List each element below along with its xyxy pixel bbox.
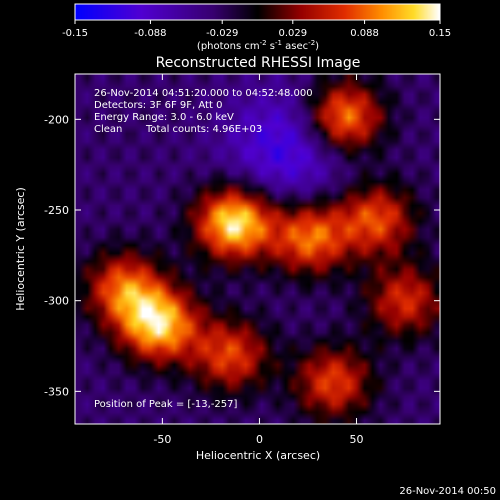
algorithm-text: Clean xyxy=(94,124,122,135)
colorbar-gradient xyxy=(75,4,440,20)
colorbar-tick-label: 0.088 xyxy=(350,28,379,39)
y-axis-tick-label: -200 xyxy=(44,113,69,126)
x-axis-tick-label: -50 xyxy=(153,433,171,446)
x-axis-label: Heliocentric X (arcsec) xyxy=(196,449,320,462)
y-axis-label: Heliocentric Y (arcsec) xyxy=(14,187,27,311)
x-axis-tick-label: 50 xyxy=(350,433,364,446)
axis-ticks: -50 0 50 -200 -250 -300 -350 xyxy=(44,74,440,446)
chart-title: Reconstructed RHESSI Image xyxy=(156,55,361,71)
footer-timestamp: 26-Nov-2014 00:50 xyxy=(399,486,496,497)
colorbar-unit-label: (photons cm-2 s-1 asec-2) xyxy=(197,39,319,52)
time-range-text: 26-Nov-2014 04:51:20.000 to 04:52:48.000 xyxy=(94,88,313,99)
colorbar-tick-label: -0.088 xyxy=(134,28,166,39)
colorbar-tick-label: 0.029 xyxy=(278,28,307,39)
energy-range-text: Energy Range: 3.0 - 6.0 keV xyxy=(94,112,234,123)
y-axis-tick-label: -350 xyxy=(44,385,69,398)
colorbar-tick-label: 0.15 xyxy=(429,28,451,39)
colorbar-tick-label: -0.029 xyxy=(206,28,238,39)
image-annotations: 26-Nov-2014 04:51:20.000 to 04:52:48.000… xyxy=(94,88,313,410)
total-counts-text: Total counts: 4.96E+03 xyxy=(145,124,262,135)
plot-frame xyxy=(74,73,441,425)
colorbar: -0.15 -0.088 -0.029 0.029 0.088 0.15 (photons… xyxy=(62,3,451,52)
detectors-text: Detectors: 3F 6F 9F, Att 0 xyxy=(94,100,222,111)
rhessi-map xyxy=(75,74,440,424)
y-axis-tick-label: -300 xyxy=(44,295,69,308)
x-axis-tick-label: 0 xyxy=(256,433,263,446)
peak-position-text: Position of Peak = [-13,-257] xyxy=(94,399,238,410)
colorbar-tick-label: -0.15 xyxy=(62,28,88,39)
y-axis-tick-label: -250 xyxy=(44,204,69,217)
